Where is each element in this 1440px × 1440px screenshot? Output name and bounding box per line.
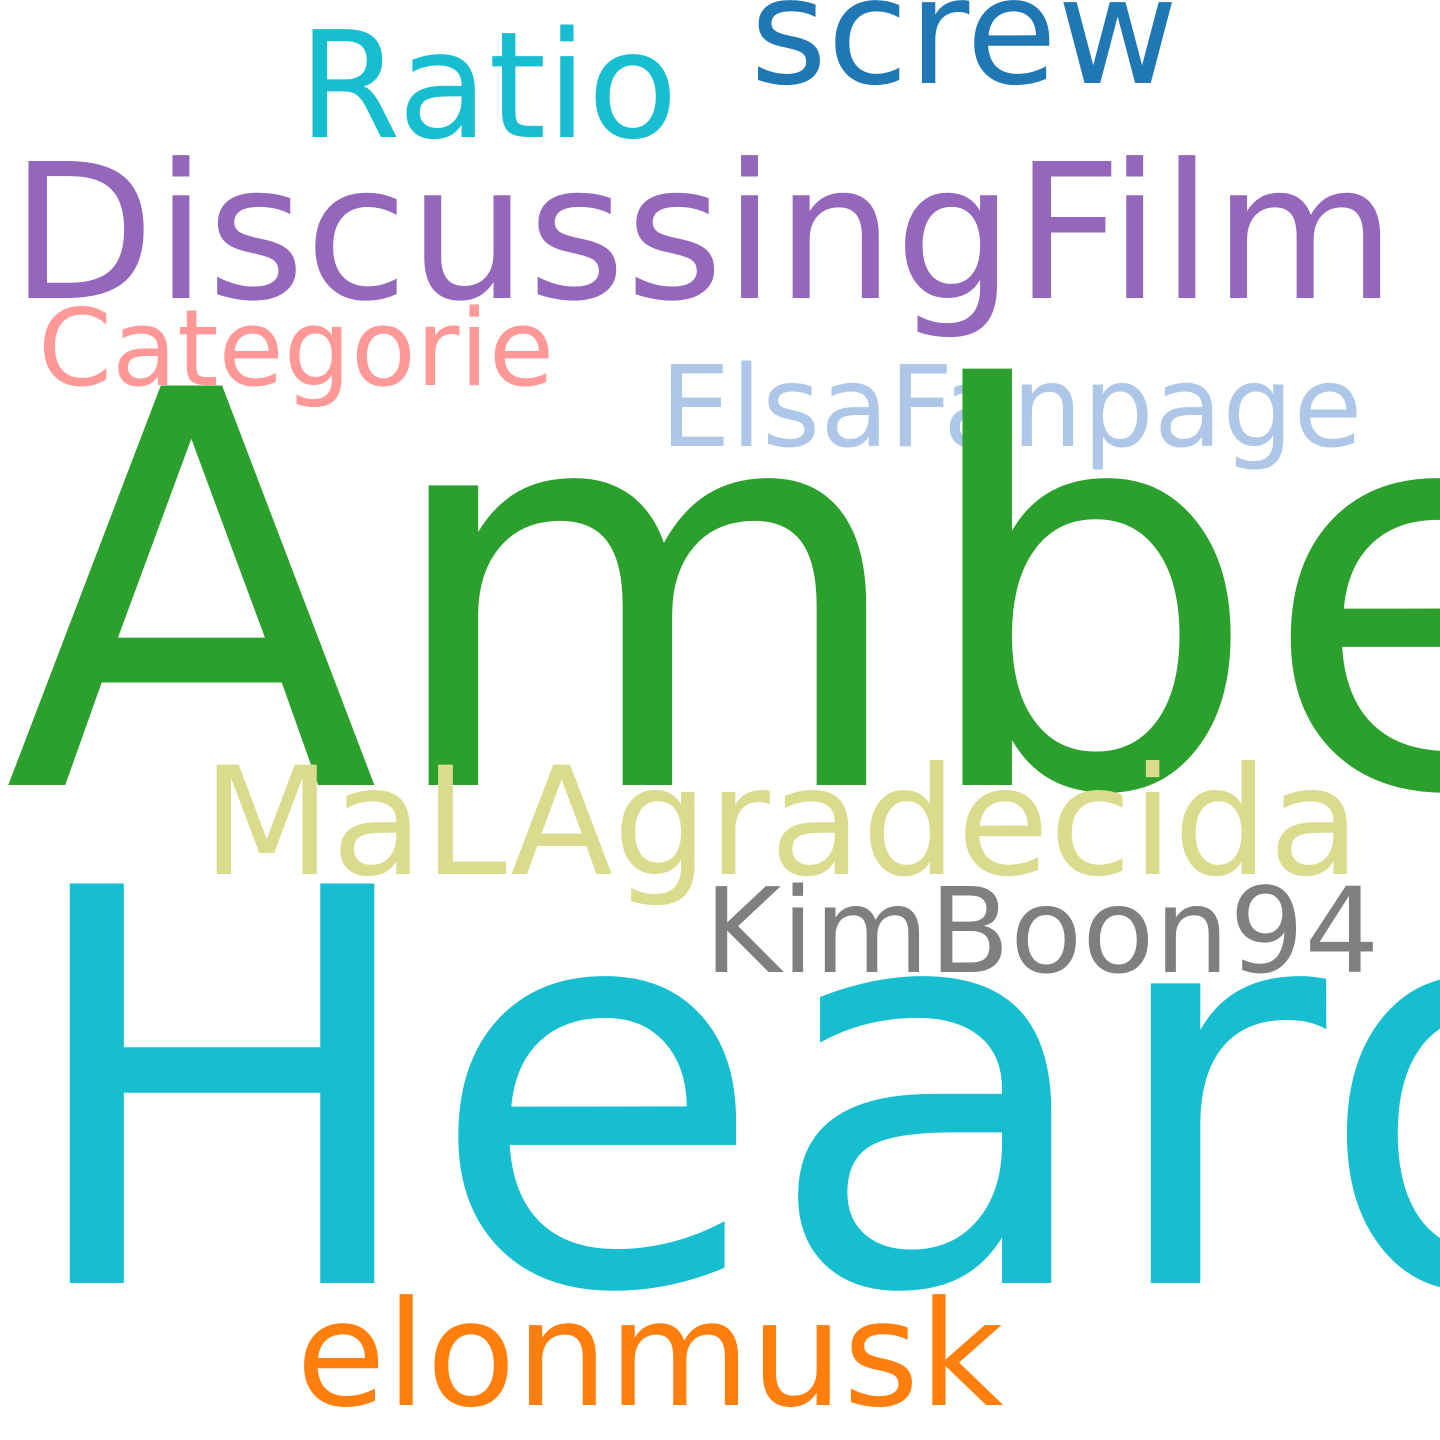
word-elsafanpage: ElsaFanpage [660,343,1363,473]
word-discussingfilm: DiscussingFilm [10,124,1397,343]
word-elonmusk: elonmusk [296,1270,1004,1440]
word-categorie: Categorie [38,287,555,410]
word-screw: screw [750,0,1179,118]
word-malagradecida: MaLAgradecida [202,736,1361,910]
word-amber: Amber [4,277,1440,915]
word-kimboon94: KimBoon94 [704,862,1380,1000]
word-heard: Heard [16,775,1440,1413]
word-ratio: Ratio [298,0,678,172]
